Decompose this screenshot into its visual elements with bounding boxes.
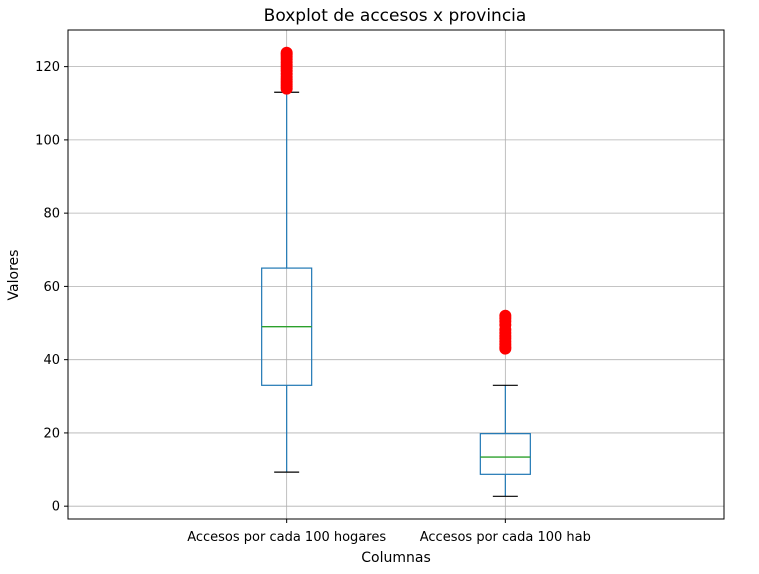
y-tick-label: 100 xyxy=(35,133,60,148)
box-group xyxy=(261,46,313,473)
x-tick-label: Accesos por cada 100 hogares xyxy=(187,530,386,545)
x-axis-label: Columnas xyxy=(361,550,431,566)
y-axis-label: Valores xyxy=(6,250,22,301)
tick-layer: 0 20 40 60 80 100 120 Accesos por cada 100 hoga… xyxy=(35,60,591,545)
y-tick-label: 40 xyxy=(43,353,60,368)
y-tick-label: 60 xyxy=(43,280,60,295)
box-iqr xyxy=(479,433,531,475)
outlier-point xyxy=(280,46,293,59)
y-tick-label: 20 xyxy=(43,426,60,441)
y-tick-label: 0 xyxy=(52,500,60,515)
plot-frame xyxy=(67,29,725,520)
outlier-point xyxy=(499,309,512,322)
box-layer xyxy=(261,46,531,497)
y-tick-label: 80 xyxy=(43,207,60,222)
chart-title: Boxplot de accesos x provincia xyxy=(264,6,527,26)
grid-layer xyxy=(68,30,724,519)
y-tick-label: 120 xyxy=(35,60,60,75)
box-group xyxy=(479,309,531,497)
x-tick-label: Accesos por cada 100 hab xyxy=(420,530,591,545)
